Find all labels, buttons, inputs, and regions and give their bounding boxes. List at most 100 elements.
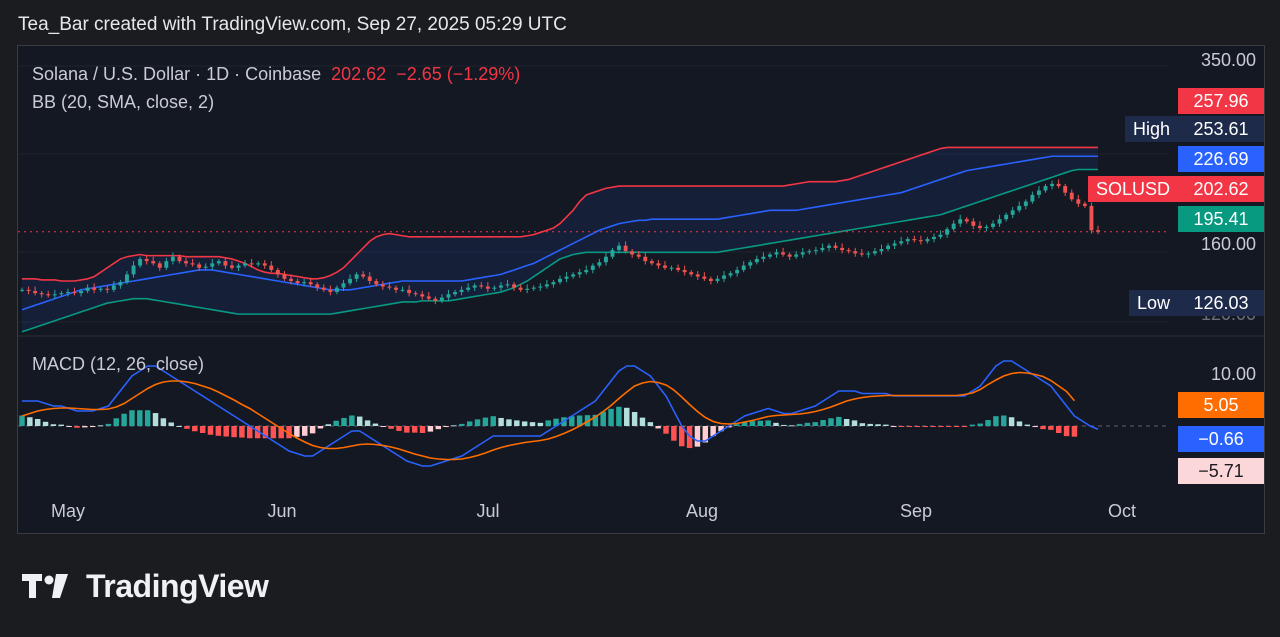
macd-histogram-bar [451,425,457,427]
candle [354,274,359,279]
candle [1004,214,1009,220]
candle [177,256,182,262]
macd-histogram-bar [411,426,418,433]
macd-histogram-bar [993,416,999,426]
candle [26,289,31,291]
macd-histogram-bar [679,426,685,447]
macd-histogram-bar [631,412,638,426]
macd-histogram-bar [89,426,96,428]
candle [92,287,97,290]
candle [302,282,307,284]
candle [52,294,57,296]
candle [820,247,825,251]
macd-histogram-bar [820,420,826,426]
candle [341,283,346,288]
candle [1056,183,1061,187]
macd-histogram-bar [498,417,504,426]
macd-histogram-bar [223,426,229,437]
macd-histogram-bar [867,423,873,426]
macd-histogram-bar [19,415,25,426]
candle [131,265,136,275]
chart-credit: Tea_Bar created with TradingView.com, Se… [18,14,567,35]
candle [1023,201,1028,206]
x-tick-jun: Jun [267,501,297,521]
candle [308,282,313,285]
candle [243,263,248,266]
candle [892,243,897,246]
macd-histogram-bar [859,423,866,426]
candle [453,292,457,295]
candle [394,287,398,290]
macd-histogram-bar [333,420,339,426]
macd-histogram-bar [1048,426,1054,430]
candle [157,263,162,268]
candle [984,226,989,229]
bb-middle-badge: 226.69 [1178,146,1264,172]
macd-histogram-bar [851,420,858,426]
macd-histogram-bar [961,426,968,428]
candle [439,297,444,301]
brand-name: TradingView [86,568,269,604]
candle [879,248,884,252]
macd-histogram-bar [843,419,850,426]
macd-histogram-bar [521,421,528,426]
chart-frame[interactable]: Solana / U.S. Dollar · 1D · Coinbase 202… [17,45,1265,534]
macd-histogram-bar [262,426,269,439]
candle [571,274,576,277]
macd-histogram-bar [105,423,112,426]
signal-line [21,371,1076,461]
candle [269,265,274,270]
candle [577,272,582,275]
candle [669,267,674,269]
candle [663,265,667,268]
candle [151,261,156,264]
candle [964,219,969,222]
macd-histogram-bar [380,426,387,427]
macd-histogram-bar [773,422,779,426]
macd-histogram-bar [529,422,536,426]
macd-histogram-bar [176,426,182,427]
candle [98,288,103,290]
candle [190,263,195,265]
candle [636,254,641,257]
candle [531,287,536,289]
macd-histogram-bar [639,417,646,426]
chart-canvas[interactable] [18,46,1264,533]
candle [708,278,713,282]
bb-fill [22,147,1098,332]
macd-histogram-bar [506,419,512,426]
macd-histogram-bar [647,422,654,426]
macd-histogram-bar [1024,424,1031,426]
macd-histogram-bar [270,426,277,439]
macd-histogram-bar [812,422,818,426]
macd-histogram-bar [765,420,771,426]
candle [65,292,70,294]
macd-histogram-bar [828,418,834,426]
candle [715,278,720,282]
macd-histogram-bar [576,415,583,426]
price-legend: Solana / U.S. Dollar · 1D · Coinbase 202… [32,64,520,85]
macd-histogram-bar [137,410,143,426]
candle [262,263,267,266]
candle [695,274,700,277]
candle [433,298,438,301]
macd-histogram-bar [302,426,308,436]
macd-histogram-bar [144,410,151,426]
candle [1043,186,1048,191]
candle [256,263,261,265]
candle [413,293,418,295]
footer-logo: TradingView [22,568,269,605]
low-label: Low [1128,290,1178,316]
candle [840,247,845,251]
candle [466,287,471,290]
candle [164,261,169,268]
candle [33,290,38,294]
candle [899,241,904,244]
candle [289,278,293,282]
candle [682,269,687,273]
candle [918,240,923,242]
signal-badge: 5.05 [1178,392,1264,418]
last-price: 202.62 [331,64,387,84]
candle [407,289,412,294]
candle [348,278,353,284]
